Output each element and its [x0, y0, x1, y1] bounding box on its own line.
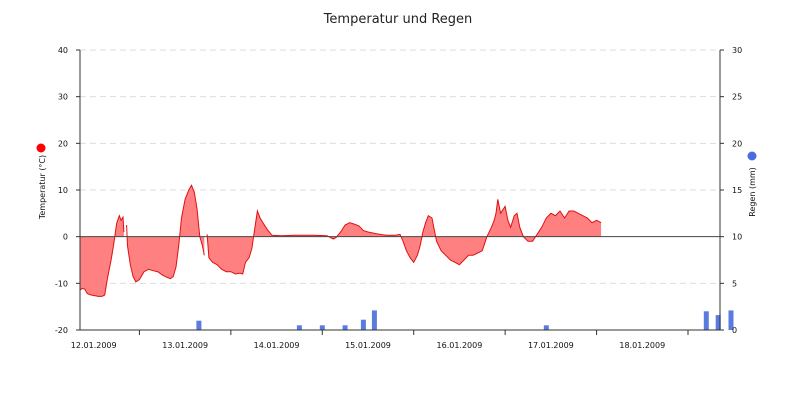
rain-bar [728, 310, 734, 330]
rain-bar [296, 325, 302, 330]
temperature-line [126, 184, 205, 283]
rain-series [196, 310, 734, 330]
temperature-line [79, 214, 125, 297]
y-left-tick-labels: 40 30 20 10 0 -10 -20 [55, 46, 68, 335]
rain-bar [319, 325, 325, 330]
temperature-area [207, 199, 602, 274]
y-left-tick-label: 0 [63, 233, 68, 242]
y-left-tick-label: 40 [58, 46, 68, 55]
y-left-tick-label: -10 [55, 279, 68, 288]
x-tick-label: 14.01.2009 [254, 341, 300, 350]
temperature-series [79, 184, 602, 297]
x-tick-label: 17.01.2009 [528, 341, 574, 350]
y-left-tick-label: 30 [58, 93, 68, 102]
y-right-tick-labels: 30 25 20 15 10 5 0 [732, 46, 742, 335]
y-left-axis-label: Temperatur (°C) [38, 155, 47, 220]
rain-bar [703, 311, 709, 330]
x-tick-labels: 12.01.2009 13.01.2009 14.01.2009 15.01.2009… [71, 341, 665, 350]
y-left-tick-label: 20 [58, 139, 68, 148]
rain-marker-icon [747, 151, 757, 161]
y-right-axis-label: Regen (mm) [748, 167, 757, 217]
x-tick-label: 12.01.2009 [71, 341, 117, 350]
y-left-tick-label: -20 [55, 326, 68, 335]
x-tick-label: 18.01.2009 [619, 341, 665, 350]
grid-lines [80, 49, 720, 284]
x-tick-label: 13.01.2009 [162, 341, 208, 350]
temperature-line [206, 199, 602, 275]
rain-bar [371, 310, 377, 330]
temperature-marker-icon [36, 143, 46, 153]
chart-title: Temperatur und Regen [323, 12, 473, 27]
rain-bar [342, 325, 348, 330]
y-right-tick-label: 10 [732, 233, 742, 242]
x-tick-label: 16.01.2009 [437, 341, 483, 350]
y-right-tick-label: 0 [732, 326, 737, 335]
y-right-tick-label: 30 [732, 46, 742, 55]
y-right-tick-label: 5 [732, 279, 737, 288]
rain-bar [360, 319, 366, 330]
temperature-area [80, 215, 124, 297]
axes [76, 49, 724, 335]
y-right-tick-label: 20 [732, 139, 742, 148]
x-tick-label: 15.01.2009 [345, 341, 391, 350]
rain-bar [543, 325, 549, 330]
y-right-tick-label: 15 [732, 186, 742, 195]
rain-bar [196, 320, 202, 330]
temperature-area [126, 185, 205, 282]
y-right-tick-label: 25 [732, 93, 742, 102]
rain-bar [715, 315, 721, 330]
y-left-tick-label: 10 [58, 186, 68, 195]
